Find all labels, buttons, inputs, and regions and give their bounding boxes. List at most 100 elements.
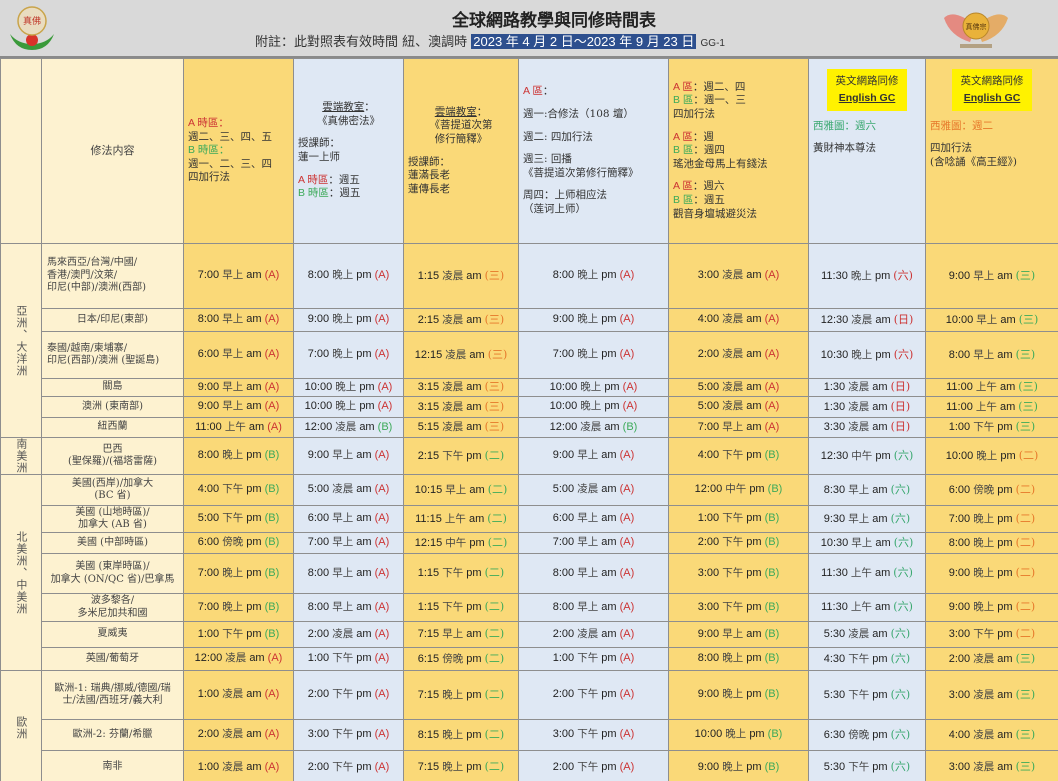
period: 早上: [577, 566, 599, 579]
time: 7:00: [552, 536, 575, 549]
time-cell: 8:00 早上 am (A): [293, 593, 404, 622]
table-row: 美國 (中部時區) 6:00 傍晚 pm (B) 7:00 早上 am (A) 12:…: [1, 532, 1058, 554]
time: 9:00: [948, 567, 971, 580]
time-cell: 6:00 早上 am (A): [183, 331, 294, 379]
period: 傍晚: [222, 536, 244, 549]
time: 8:00: [948, 536, 971, 549]
day-tag: (A): [619, 566, 635, 579]
english-gc-link[interactable]: English GC: [963, 91, 1021, 104]
ampm: am: [997, 269, 1013, 282]
place-name: 美國 (東岸時區)/: [75, 561, 150, 572]
day-tag: (二): [487, 511, 507, 525]
header-line: A 區：週二、四: [673, 81, 804, 95]
time: 3:00: [697, 269, 720, 282]
column-header: A 區：週二、四 B 區：週一、三 四加行法 A 區：週 B 區：週四 瑤池金母馬上有錢法…: [668, 58, 809, 244]
time-cell: 8:00 晚上 pm (B): [183, 437, 294, 475]
day-tag: (二): [1015, 627, 1036, 641]
period: 晚上: [577, 313, 599, 326]
header-text: ：: [542, 85, 554, 98]
header-line: 授課師：: [298, 137, 399, 151]
place-cell: 澳洲 (東南部): [41, 396, 184, 418]
time: 11:30: [821, 601, 848, 614]
place-name: 馬來西亞/台灣/中國/: [47, 257, 138, 269]
period: 早上: [973, 348, 995, 361]
time-cell: 6:00 早上 am (A): [293, 505, 404, 533]
time: 6:15: [417, 652, 440, 665]
time-cell: 3:30 凌晨 am (日): [808, 417, 926, 438]
day-tag: (A): [374, 449, 390, 462]
period: 凌晨: [222, 760, 244, 773]
day-tag: (A): [374, 760, 390, 773]
time-cell: 1:00 凌晨 am (A): [183, 750, 294, 781]
ampm: am: [246, 760, 262, 773]
header-line: B 區：週五: [673, 194, 804, 208]
day-tag: (二): [484, 448, 505, 462]
time: 6:00: [307, 512, 330, 525]
time-cell: 2:00 下午 pm (A): [518, 670, 669, 720]
period: 下午: [222, 483, 244, 496]
period: 早上: [848, 512, 870, 525]
header-text: 西雅圖：週六: [813, 119, 876, 132]
day-tag: (二): [1015, 600, 1036, 614]
time: 2:15: [417, 449, 440, 462]
time: 9:00: [197, 380, 220, 393]
time-cell: 6:30 傍晚 pm (六): [808, 719, 926, 751]
schedule-table: 修法内容 A 時區： 週二、三、四、五 B 時區： 週一、二、三、四 四加行法 雲端教室：《…: [0, 58, 1058, 781]
day-tag: (A): [374, 483, 390, 496]
ampm: pm: [746, 600, 762, 613]
header-line: 觀音身壇城避災法: [673, 208, 804, 222]
time-cell: 3:00 凌晨 am (A): [668, 243, 809, 309]
time: 9:00: [948, 601, 971, 614]
spacer: [523, 122, 664, 131]
time: 5:00: [197, 512, 220, 525]
period: 下午: [442, 601, 464, 614]
period: 早上: [332, 566, 354, 579]
time-cell: 8:00 早上 am (A): [518, 553, 669, 594]
ampm: pm: [749, 728, 765, 741]
time: 2:00: [307, 627, 330, 640]
badge-label: 英文網路同修: [960, 75, 1024, 87]
place-cell: 波多黎各/多米尼加共和國: [41, 593, 184, 622]
period: 凌晨: [848, 400, 870, 413]
time: 7:00: [197, 566, 220, 579]
day-tag: (二): [484, 600, 505, 614]
ampm: am: [356, 483, 372, 496]
ampm: am: [746, 400, 762, 413]
period: 晚上: [577, 269, 599, 282]
period: 凌晨: [722, 348, 744, 361]
header-line: 蓮一上师: [298, 151, 399, 165]
time-cell: 5:00 下午 pm (B): [183, 505, 294, 533]
time-cell: 2:15 下午 pm (二): [403, 437, 519, 475]
badge-label: 英文網路同修: [835, 75, 899, 87]
logo-left: 真佛: [10, 6, 54, 50]
time-cell: 5:15 凌晨 am (三): [403, 417, 519, 438]
time: 3:00: [307, 728, 330, 741]
time: 7:00: [307, 536, 330, 549]
time-cell: 10:30 早上 am (六): [808, 532, 926, 554]
time: 8:00: [948, 348, 971, 361]
period: 凌晨: [332, 483, 354, 496]
day-tag: (B): [764, 627, 780, 640]
header-line: 四加行法: [930, 142, 1054, 156]
region-label: 歐洲: [0, 670, 42, 781]
ampm: am: [997, 728, 1013, 741]
english-gc-link[interactable]: English GC: [838, 91, 896, 104]
time: 1:15: [417, 269, 440, 282]
day-tag: (日): [890, 399, 911, 413]
header-line: 《菩提道次第修行簡釋》: [523, 167, 664, 181]
period: 晚上: [332, 269, 354, 282]
header-text: A 區: [673, 180, 693, 193]
period: 凌晨: [722, 269, 744, 282]
time: 8:00: [307, 566, 330, 579]
day-tag: (日): [890, 380, 911, 394]
time-cell: 4:00 凌晨 am (A): [668, 308, 809, 332]
subtitle: 附註：此對照表有效時間 紐、澳調時 2023 年 4 月 2 日～2023 年 …: [255, 31, 725, 50]
time-cell: 4:00 下午 pm (B): [183, 474, 294, 506]
header-text: B 時區: [298, 187, 329, 200]
day-tag: (三): [1018, 312, 1039, 326]
time-cell: 11:00 上午 am (三): [925, 378, 1058, 397]
time: 10:00: [304, 400, 333, 413]
header-text: ：週五: [693, 194, 725, 207]
ampm: pm: [872, 761, 888, 774]
time-cell: 3:15 凌晨 am (三): [403, 378, 519, 397]
